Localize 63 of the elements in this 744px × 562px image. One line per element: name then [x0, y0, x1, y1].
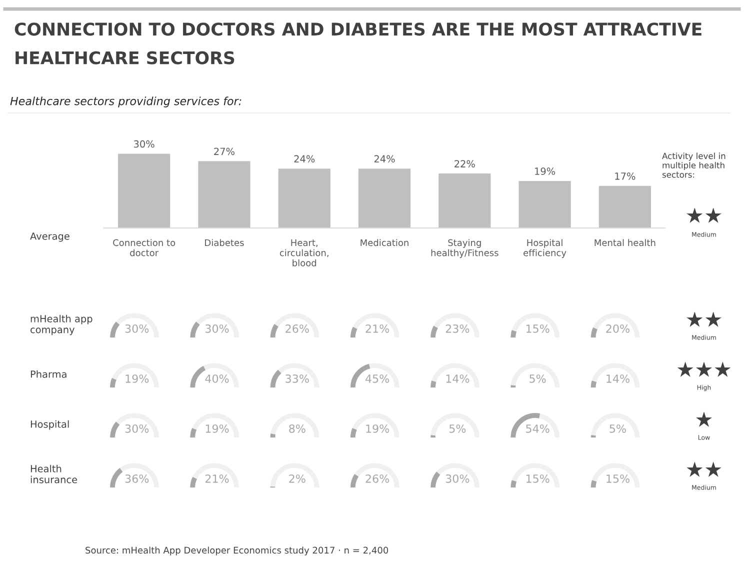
source-note: Source: mHealth App Developer Economics study 2017 · n = 2,400 [86, 546, 388, 556]
data-label: 30% [134, 140, 154, 148]
data-label: 24% [294, 155, 315, 163]
x-tick-label: Mental health [594, 239, 656, 246]
chart-title: CONNECTION TO DOCTORS AND DIABETES ARE THE MOST ATTRACTIVE HEALTHCARE SECTORS [14, 22, 702, 64]
data-label: 27% [214, 148, 234, 156]
data-label: 19% [366, 424, 390, 433]
data-label: 20% [606, 324, 630, 333]
data-label: 45% [365, 374, 390, 383]
data-label: 30% [206, 324, 229, 333]
x-tick-label: Diabetes [205, 239, 244, 246]
bar [358, 168, 411, 228]
y2-tick-label: ★ [696, 412, 712, 427]
data-label: 36% [125, 474, 149, 483]
data-label: 5% [610, 424, 626, 433]
bar [198, 161, 250, 228]
data-label: 19% [206, 424, 229, 433]
text: Average [30, 232, 70, 242]
data-label: 21% [205, 474, 229, 483]
data-label: 17% [615, 172, 636, 180]
bar [518, 180, 571, 228]
data-label: 19% [535, 168, 556, 175]
data-label: 54% [526, 424, 550, 433]
y2-tick-label: ★★★ [677, 362, 731, 377]
data-label: 23% [446, 324, 470, 333]
x-tick-label: Staying healthy/Fitness [431, 239, 498, 258]
data-label: 15% [526, 474, 550, 483]
data-label: 14% [446, 374, 470, 383]
data-label: 5% [449, 424, 466, 433]
data-label: 22% [454, 160, 475, 168]
bar [598, 186, 651, 228]
text: ★★ [686, 208, 722, 223]
y-tick-label: Pharma [30, 370, 66, 378]
data-label: 15% [526, 324, 550, 333]
data-label: 21% [366, 324, 390, 333]
x-tick-label: Heart, circulation, blood [280, 239, 328, 266]
data-label: 40% [205, 374, 229, 383]
annotation: Activity level in multiple health sectors: [662, 152, 726, 178]
data-label: 14% [606, 374, 630, 383]
data-label: 30% [125, 324, 149, 333]
x-tick-label: Medication [360, 239, 408, 246]
y-tick-label: Health insurance [30, 464, 78, 484]
data-label: 8% [289, 424, 306, 433]
bar [438, 174, 491, 228]
data-label: 26% [366, 474, 390, 483]
data-label: 5% [530, 374, 546, 383]
x-tick-label: Hospital efficiency [524, 239, 566, 258]
bar [118, 154, 170, 228]
data-label: 30% [125, 424, 149, 433]
data-label: 33% [286, 374, 309, 383]
x-tick-label: Connection to doctor [113, 239, 176, 256]
chart-subtitle: Healthcare sectors providing services for: [10, 96, 242, 108]
bar [278, 168, 330, 228]
data-label: 19% [126, 374, 149, 383]
data-label: 24% [374, 155, 395, 163]
data-label: 26% [286, 324, 309, 333]
data-label: 15% [606, 474, 630, 483]
y2-tick-label: ★★ [686, 312, 722, 327]
y2-tick-label: ★★ [686, 462, 722, 477]
y-tick-label: mHealth app company [30, 314, 92, 336]
data-label: 30% [446, 474, 470, 483]
y-tick-label: Hospital [30, 420, 69, 430]
data-label: 2% [289, 474, 306, 483]
